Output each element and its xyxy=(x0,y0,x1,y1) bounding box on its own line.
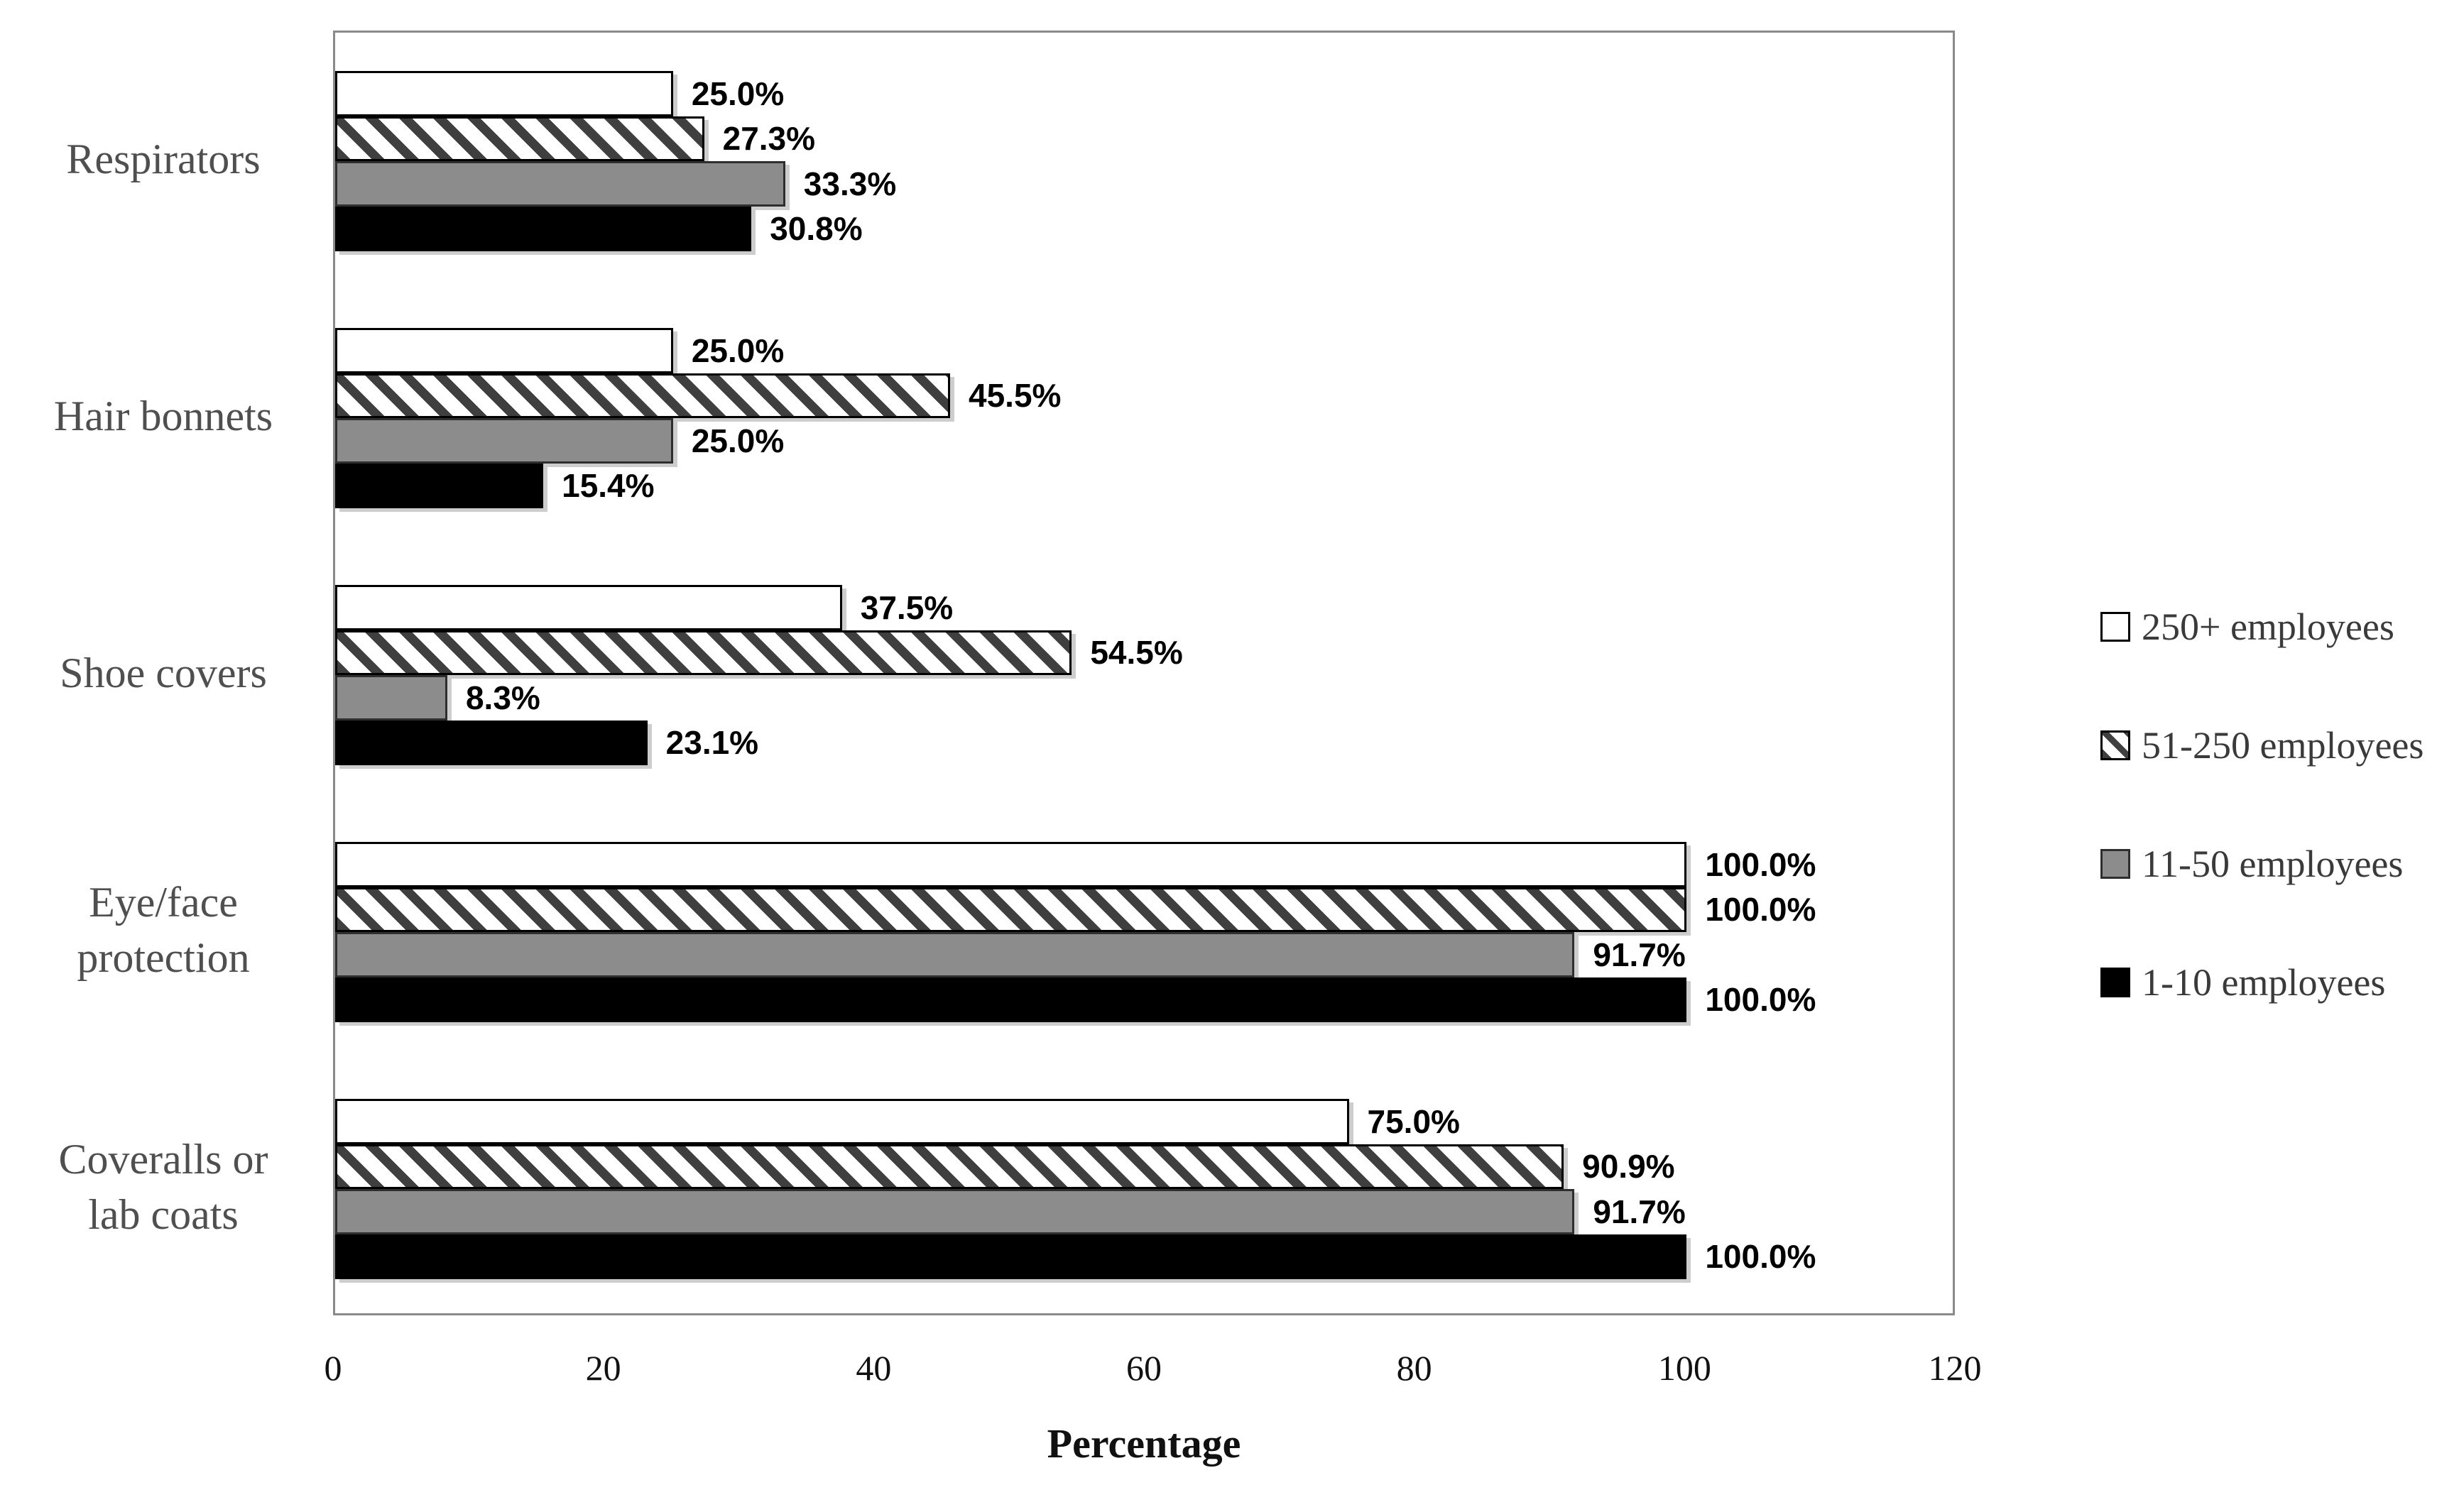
bar xyxy=(335,71,673,116)
bar-value-label: 91.7% xyxy=(1593,936,1686,973)
bar xyxy=(335,1234,1687,1279)
category-label: Hair bonnets xyxy=(53,393,273,439)
bar xyxy=(335,720,648,765)
bar xyxy=(335,116,704,161)
bar-value-label: 91.7% xyxy=(1593,1193,1686,1230)
x-tick-label: 40 xyxy=(856,1348,892,1388)
bar-value-label: 75.0% xyxy=(1367,1102,1460,1140)
bar-value-label: 100.0% xyxy=(1705,981,1816,1019)
bar xyxy=(335,463,544,508)
bar-value-label: 37.5% xyxy=(860,588,954,626)
x-tick-label: 100 xyxy=(1657,1348,1711,1388)
bar-value-label: 23.1% xyxy=(665,724,759,762)
legend-item: 1-10 employees xyxy=(2100,958,2385,1007)
bar-value-label: 25.0% xyxy=(691,422,785,459)
category-label: Eye/face protection xyxy=(77,879,250,981)
legend-swatch-black xyxy=(2100,968,2130,997)
legend-label: 250+ employees xyxy=(2142,606,2394,648)
bar xyxy=(335,977,1687,1022)
bar-value-label: 54.5% xyxy=(1090,634,1183,672)
x-tick-label: 120 xyxy=(1928,1348,1982,1388)
bar-value-label: 25.0% xyxy=(691,75,785,112)
bar xyxy=(335,1144,1564,1189)
bar xyxy=(335,932,1575,977)
x-tick-label: 60 xyxy=(1126,1348,1162,1388)
bar xyxy=(335,418,673,464)
bar xyxy=(335,1189,1575,1234)
bar-value-label: 100.0% xyxy=(1705,845,1816,883)
legend-item: 250+ employees xyxy=(2100,602,2394,652)
x-tick-label: 20 xyxy=(585,1348,621,1388)
bar xyxy=(335,887,1687,932)
bar xyxy=(335,630,1072,675)
bar-value-label: 100.0% xyxy=(1705,891,1816,928)
legend-swatch-white xyxy=(2100,612,2130,642)
legend-item: 51-250 employees xyxy=(2100,721,2424,770)
legend-swatch-hatch xyxy=(2100,730,2130,760)
category-label: Coveralls or lab coats xyxy=(58,1136,268,1238)
bar-value-label: 8.3% xyxy=(465,679,540,716)
category-label: Shoe covers xyxy=(60,650,267,696)
bar-value-label: 33.3% xyxy=(803,165,897,202)
bar xyxy=(335,206,752,251)
legend-swatch-gray xyxy=(2100,849,2130,879)
x-tick-label: 0 xyxy=(324,1348,342,1388)
bar xyxy=(335,373,951,418)
legend-label: 11-50 employees xyxy=(2142,843,2404,885)
bar xyxy=(335,161,785,207)
bar-value-label: 30.8% xyxy=(770,210,863,248)
bar-value-label: 45.5% xyxy=(969,377,1062,415)
bar xyxy=(335,585,842,630)
bar-value-label: 15.4% xyxy=(562,467,655,505)
bar xyxy=(335,842,1687,887)
bar xyxy=(335,1099,1349,1144)
x-axis-title: Percentage xyxy=(1047,1420,1241,1467)
category-label: Respirators xyxy=(66,136,261,182)
plot-area: 25.0% 27.3% 33.3% 30.8% 25.0% 45.5% 25.0% 15.4%… xyxy=(333,31,1955,1315)
bar xyxy=(335,675,447,721)
bar xyxy=(335,328,673,373)
legend-label: 51-250 employees xyxy=(2142,724,2424,767)
bar-value-label: 100.0% xyxy=(1705,1238,1816,1276)
legend-label: 1-10 employees xyxy=(2142,961,2386,1004)
bar-value-label: 90.9% xyxy=(1582,1148,1675,1185)
x-tick-label: 80 xyxy=(1396,1348,1432,1388)
legend-item: 11-50 employees xyxy=(2100,839,2403,889)
bar-value-label: 25.0% xyxy=(691,332,785,369)
bar-value-label: 27.3% xyxy=(722,120,816,158)
